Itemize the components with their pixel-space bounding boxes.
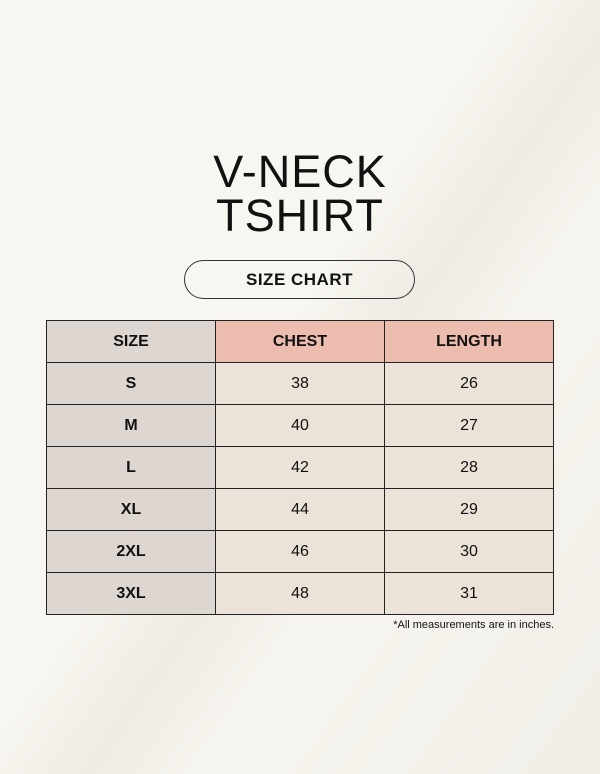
cell-length: 26 (384, 362, 554, 405)
cell-chest: 48 (215, 572, 385, 615)
table-row: S 38 26 (46, 362, 554, 405)
cell-size: 2XL (46, 530, 216, 573)
table-row: XL 44 29 (46, 488, 554, 531)
size-table: SIZE CHEST LENGTH S 38 26 M 40 27 L 42 28 XL 44 29 2… (46, 320, 554, 615)
cell-chest: 44 (215, 488, 385, 531)
table-row: M 40 27 (46, 404, 554, 447)
cell-chest: 38 (215, 362, 385, 405)
title-line-1: V-NECK (213, 146, 387, 197)
header-chest: CHEST (215, 320, 385, 363)
header-length: LENGTH (384, 320, 554, 363)
cell-length: 30 (384, 530, 554, 573)
cell-size: 3XL (46, 572, 216, 615)
table-row: 2XL 46 30 (46, 530, 554, 573)
table-row: 3XL 48 31 (46, 572, 554, 615)
cell-size: L (46, 446, 216, 489)
cell-size: XL (46, 488, 216, 531)
cell-chest: 42 (215, 446, 385, 489)
table-header-row: SIZE CHEST LENGTH (46, 320, 554, 363)
cell-size: S (46, 362, 216, 405)
cell-length: 27 (384, 404, 554, 447)
cell-length: 29 (384, 488, 554, 531)
measurement-note: *All measurements are in inches. (393, 619, 554, 631)
header-size: SIZE (46, 320, 216, 363)
page-title: V-NECK TSHIRT (0, 146, 600, 241)
cell-length: 28 (384, 446, 554, 489)
cell-size: M (46, 404, 216, 447)
cell-length: 31 (384, 572, 554, 615)
cell-chest: 46 (215, 530, 385, 573)
cell-chest: 40 (215, 404, 385, 447)
size-chart-label: SIZE CHART (184, 260, 415, 299)
table-row: L 42 28 (46, 446, 554, 489)
title-line-2: TSHIRT (216, 190, 384, 241)
